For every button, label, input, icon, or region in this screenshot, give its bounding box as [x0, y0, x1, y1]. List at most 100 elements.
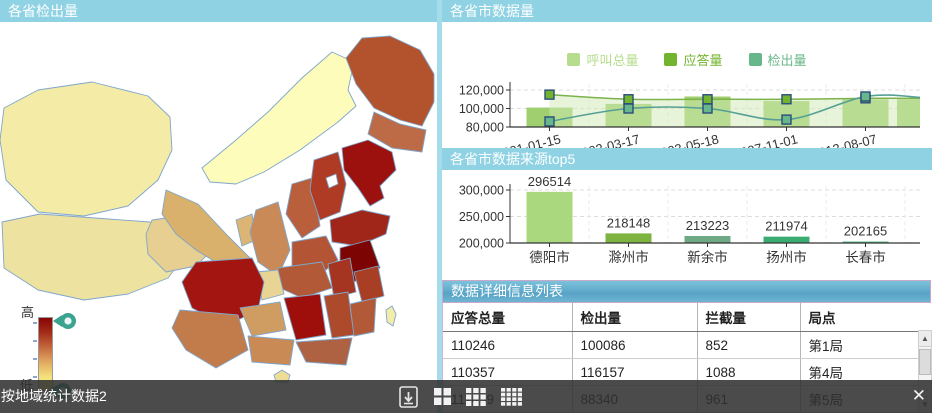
bar[interactable]	[684, 235, 731, 243]
bar[interactable]	[842, 241, 889, 244]
china-choropleth-map[interactable]	[0, 22, 437, 413]
trend-panel-title: 各省市数据量	[450, 3, 534, 19]
scroll-up-button[interactable]: ▲	[919, 331, 931, 347]
map-region-xinjiang[interactable]	[0, 81, 173, 217]
panel-title-top5: 各省市数据来源top5	[442, 148, 932, 170]
bar-value-label: 296514	[528, 174, 571, 189]
x-tick-label: 长春市	[845, 249, 886, 265]
legend-swatch	[567, 53, 581, 66]
trend-chart-plot: 80,000 100,000 120,000 2001-01-15 2002-03-17…	[459, 82, 921, 148]
x-tick-label: 2007-11-01	[732, 131, 799, 148]
map-region-zhejiang[interactable]	[353, 265, 385, 303]
x-tick-label: 新余市	[687, 249, 728, 265]
map-region-inner-mongolia[interactable]	[201, 51, 357, 185]
line-marker[interactable]	[702, 94, 713, 105]
bar[interactable]	[763, 236, 810, 243]
bar-value-label: 213223	[686, 218, 729, 233]
x-tick-label: 扬州市	[766, 249, 807, 265]
column-header[interactable]: 局点	[800, 303, 919, 332]
panel-title-map: 各省检出量	[0, 0, 437, 22]
map-region-heilongjiang[interactable]	[345, 35, 435, 127]
column-header[interactable]: 应答总量	[443, 303, 573, 332]
x-tick-label: 2002-03-17	[573, 131, 641, 148]
scrollbar-thumb[interactable]	[919, 349, 931, 375]
grid-small-icon[interactable]	[434, 388, 452, 406]
table-cell: 852	[697, 331, 801, 359]
map-region-yunnan[interactable]	[171, 309, 249, 369]
y-tick-label: 120,000	[459, 84, 504, 98]
map-region-jiangxi[interactable]	[323, 291, 355, 339]
legend-item-1[interactable]: 呼叫总量	[567, 50, 638, 69]
line-marker[interactable]	[623, 94, 634, 105]
table-cell: 110246	[443, 331, 573, 359]
close-icon[interactable]: ✕	[911, 386, 926, 405]
bottom-toolbar: 按地域统计数据2 ✕	[0, 380, 932, 413]
column-header[interactable]: 检出量	[572, 303, 698, 332]
line-marker[interactable]	[623, 103, 634, 114]
map-region-beijing[interactable]	[325, 173, 339, 189]
map-region-jilin[interactable]	[367, 111, 427, 153]
line-marker[interactable]	[860, 91, 871, 102]
top5-chart-plot: 296514 218148 213223 211974 202165 200,000 250…	[459, 174, 920, 265]
line-marker[interactable]	[544, 89, 555, 100]
table-cell: 第1局	[800, 331, 919, 359]
map-region-hubei[interactable]	[277, 261, 333, 299]
top5-panel-title: 各省市数据来源top5	[450, 151, 576, 167]
grid-large-icon[interactable]	[501, 388, 525, 406]
bar-value-label: 211974	[765, 219, 807, 234]
map-region-shandong[interactable]	[329, 209, 391, 247]
map-region-fujian[interactable]	[349, 297, 377, 337]
x-tick-label: 滁州市	[608, 249, 649, 265]
visualmap-tick	[33, 340, 37, 342]
legend-swatch	[748, 53, 762, 66]
map-region-taiwan[interactable]	[385, 305, 397, 327]
detail-table-titlebar: 数据详细信息列表	[442, 280, 931, 303]
line-marker[interactable]	[781, 94, 792, 105]
x-tick-label: 2001-01-15	[494, 131, 562, 148]
y-tick-label: 300,000	[459, 184, 504, 198]
detail-table-title: 数据详细信息列表	[451, 283, 563, 299]
trend-chart: 80,000 100,000 120,000 2001-01-15 2002-03-17…	[442, 22, 932, 148]
line-marker[interactable]	[702, 103, 713, 114]
table-row[interactable]: 110246 100086 852 第1局	[443, 331, 919, 359]
map-region-hunan[interactable]	[283, 293, 327, 341]
y-tick-label: 80,000	[466, 121, 504, 135]
map-region-guangdong[interactable]	[295, 337, 353, 366]
visualmap-high-label: 高	[21, 305, 35, 320]
grid-medium-icon[interactable]	[466, 388, 487, 406]
map-region-guizhou[interactable]	[239, 301, 287, 337]
x-tick-label: 德阳市	[529, 249, 570, 265]
legend-label: 检出量	[767, 53, 807, 68]
column-header[interactable]: 拦截量	[697, 303, 801, 332]
legend-swatch	[664, 53, 678, 66]
line-marker[interactable]	[544, 116, 555, 127]
trend-chart-legend: 呼叫总量 应答量 检出量	[442, 50, 932, 69]
y-tick-label: 250,000	[459, 210, 504, 224]
bar[interactable]	[605, 233, 652, 243]
visualmap-tick	[33, 322, 37, 324]
map-region-liaoning[interactable]	[341, 139, 397, 207]
bar[interactable]	[526, 191, 573, 243]
y-tick-label: 200,000	[459, 237, 504, 251]
map-region-anhui[interactable]	[327, 257, 357, 299]
table-cell: 100086	[572, 331, 698, 359]
map-region-guangxi[interactable]	[247, 335, 295, 366]
x-tick-label: 2012-08-07	[810, 131, 878, 148]
y-tick-label: 100,000	[459, 102, 504, 116]
table-header-row: 应答总量 检出量 拦截量 局点	[443, 303, 919, 332]
visualmap-upper-handle[interactable]	[51, 311, 78, 331]
legend-item-2[interactable]: 应答量	[664, 50, 723, 69]
line-marker[interactable]	[781, 114, 792, 125]
panel-title-trend: 各省市数据量	[442, 0, 932, 22]
dashboard-name-label: 按地域统计数据2	[1, 388, 107, 404]
visualmap-tick	[33, 358, 37, 360]
map-region-shaanxi[interactable]	[249, 201, 291, 277]
visualmap-tick	[33, 376, 37, 378]
area-series	[549, 94, 920, 127]
legend-label: 应答量	[683, 53, 723, 68]
export-icon[interactable]	[398, 385, 420, 409]
legend-item-3[interactable]: 检出量	[748, 50, 807, 69]
legend-label: 呼叫总量	[586, 53, 639, 68]
panel-divider	[437, 0, 442, 413]
